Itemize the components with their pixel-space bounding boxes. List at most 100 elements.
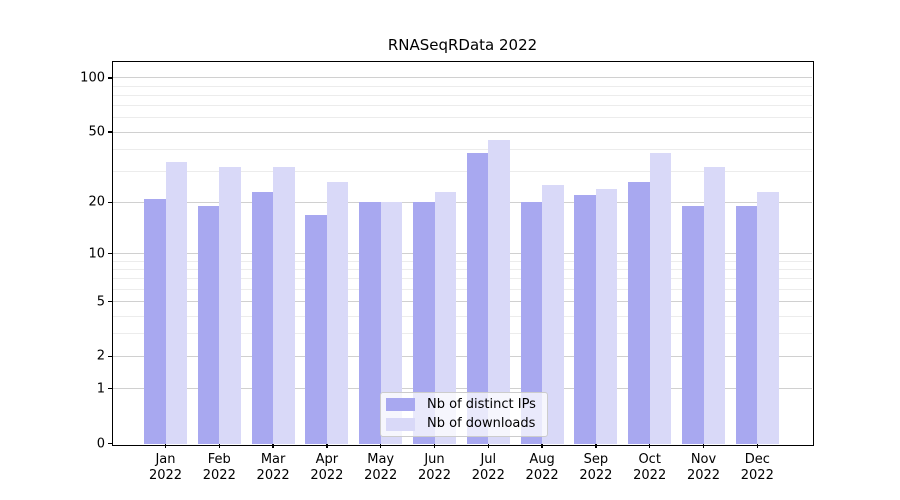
- x-tick-year: 2022: [148, 467, 183, 483]
- y-tick-mark: [108, 201, 113, 203]
- y-tick-mark: [108, 442, 113, 445]
- bar-downloads-dec: [757, 191, 779, 444]
- gridline-major: [113, 301, 812, 303]
- gridline-minor: [113, 333, 812, 335]
- x-tick-year: 2022: [202, 467, 236, 483]
- x-tick-year: 2022: [417, 467, 452, 483]
- x-tick-label-apr: Apr 2022: [295, 452, 359, 483]
- x-tick-mark: [595, 443, 597, 448]
- x-tick-mark: [380, 443, 382, 448]
- y-tick-mark: [108, 77, 113, 79]
- bar-ips-feb: [197, 206, 220, 444]
- x-tick-mark: [272, 443, 274, 448]
- x-tick-label-may: May 2022: [349, 452, 413, 483]
- x-tick-year: 2022: [310, 467, 344, 483]
- gridline-major: [113, 201, 812, 203]
- gridline-major: [113, 388, 812, 390]
- gridline-minor: [113, 117, 812, 119]
- bar-downloads-sep: [595, 188, 618, 444]
- x-tick-month: May: [367, 452, 395, 467]
- y-tick-mark: [108, 300, 113, 303]
- bar-ips-jul: [466, 153, 489, 444]
- x-tick-year: 2022: [256, 467, 290, 483]
- x-tick-year: 2022: [633, 467, 667, 483]
- x-tick-month: Mar: [260, 452, 286, 467]
- y-tick-label: 50: [88, 124, 105, 140]
- x-tick-label-dec: Dec 2022: [725, 452, 789, 483]
- chart-title: RNASeqRData 2022: [387, 36, 538, 54]
- bar-ips-jan: [144, 198, 166, 444]
- gridline-minor: [113, 94, 812, 96]
- y-tick-label: 5: [96, 294, 105, 310]
- x-tick-mark: [487, 443, 489, 448]
- bar-downloads-apr: [326, 182, 349, 444]
- legend-swatch-downloads: [386, 417, 415, 431]
- gridline-minor: [113, 260, 812, 262]
- bar-ips-aug: [520, 202, 543, 444]
- x-tick-label-feb: Feb 2022: [187, 452, 251, 483]
- gridline-major: [113, 253, 812, 255]
- y-tick-label: 100: [80, 70, 105, 86]
- bar-ips-may: [359, 202, 381, 444]
- x-tick-mark: [541, 443, 543, 448]
- y-tick-mark: [108, 355, 113, 358]
- plot-area: [113, 62, 812, 444]
- bar-ips-sep: [574, 195, 596, 444]
- bar-ips-oct: [628, 182, 650, 444]
- x-tick-mark: [433, 443, 436, 448]
- x-tick-year: 2022: [740, 467, 774, 483]
- x-tick-label-jun: Jun 2022: [403, 452, 467, 483]
- gridline-minor: [113, 105, 812, 107]
- bar-downloads-nov: [703, 166, 725, 444]
- legend: Nb of distinct IPs Nb of downloads: [380, 391, 548, 437]
- x-tick-label-mar: Mar 2022: [241, 452, 305, 483]
- x-tick-year: 2022: [579, 467, 613, 483]
- gridline-major: [113, 131, 812, 133]
- x-tick-month: Jan: [155, 452, 176, 467]
- gridline-minor: [113, 268, 812, 270]
- gridline-major: [113, 77, 812, 79]
- gridline-minor: [113, 85, 812, 87]
- bar-downloads-jun: [434, 191, 456, 444]
- y-tick-label: 10: [88, 246, 105, 262]
- legend-label-ips: Nb of distinct IPs: [427, 396, 536, 412]
- x-tick-month: Oct: [638, 452, 661, 467]
- x-tick-month: Jul: [480, 452, 497, 467]
- gridline-minor: [113, 278, 812, 280]
- y-tick-label: 20: [88, 194, 105, 210]
- x-tick-month: Dec: [744, 452, 770, 467]
- x-tick-month: Jun: [424, 452, 445, 467]
- bar-downloads-jul: [488, 140, 510, 444]
- x-tick-mark: [702, 443, 705, 448]
- x-tick-year: 2022: [686, 467, 721, 483]
- y-tick-mark: [108, 387, 113, 390]
- gridline-minor: [113, 315, 812, 317]
- x-tick-year: 2022: [525, 467, 559, 483]
- x-tick-month: Nov: [690, 452, 717, 467]
- gridline-major: [113, 355, 812, 357]
- bar-downloads-jan: [165, 161, 187, 444]
- x-tick-mark: [756, 443, 758, 448]
- bar-ips-dec: [735, 206, 758, 444]
- bar-ips-apr: [305, 214, 327, 444]
- bar-downloads-mar: [273, 166, 295, 444]
- x-tick-mark: [218, 443, 220, 448]
- y-tick-label: 2: [96, 348, 105, 364]
- x-tick-label-aug: Aug 2022: [510, 452, 574, 483]
- x-tick-month: Aug: [529, 452, 555, 467]
- bar-downloads-oct: [649, 153, 672, 444]
- y-tick-mark: [108, 131, 113, 133]
- bar-ips-jun: [413, 202, 435, 444]
- bar-downloads-feb: [219, 166, 241, 444]
- bar-downloads-aug: [542, 185, 564, 444]
- x-tick-month: Sep: [583, 452, 609, 467]
- y-tick-mark: [108, 252, 113, 255]
- x-tick-label-jan: Jan 2022: [134, 452, 198, 483]
- x-tick-label-nov: Nov 2022: [672, 452, 736, 483]
- x-tick-label-sep: Sep 2022: [564, 452, 628, 483]
- x-tick-month: Feb: [207, 452, 231, 467]
- y-tick-label: 0: [96, 436, 105, 451]
- x-tick-year: 2022: [364, 467, 398, 483]
- bar-downloads-may: [380, 202, 403, 444]
